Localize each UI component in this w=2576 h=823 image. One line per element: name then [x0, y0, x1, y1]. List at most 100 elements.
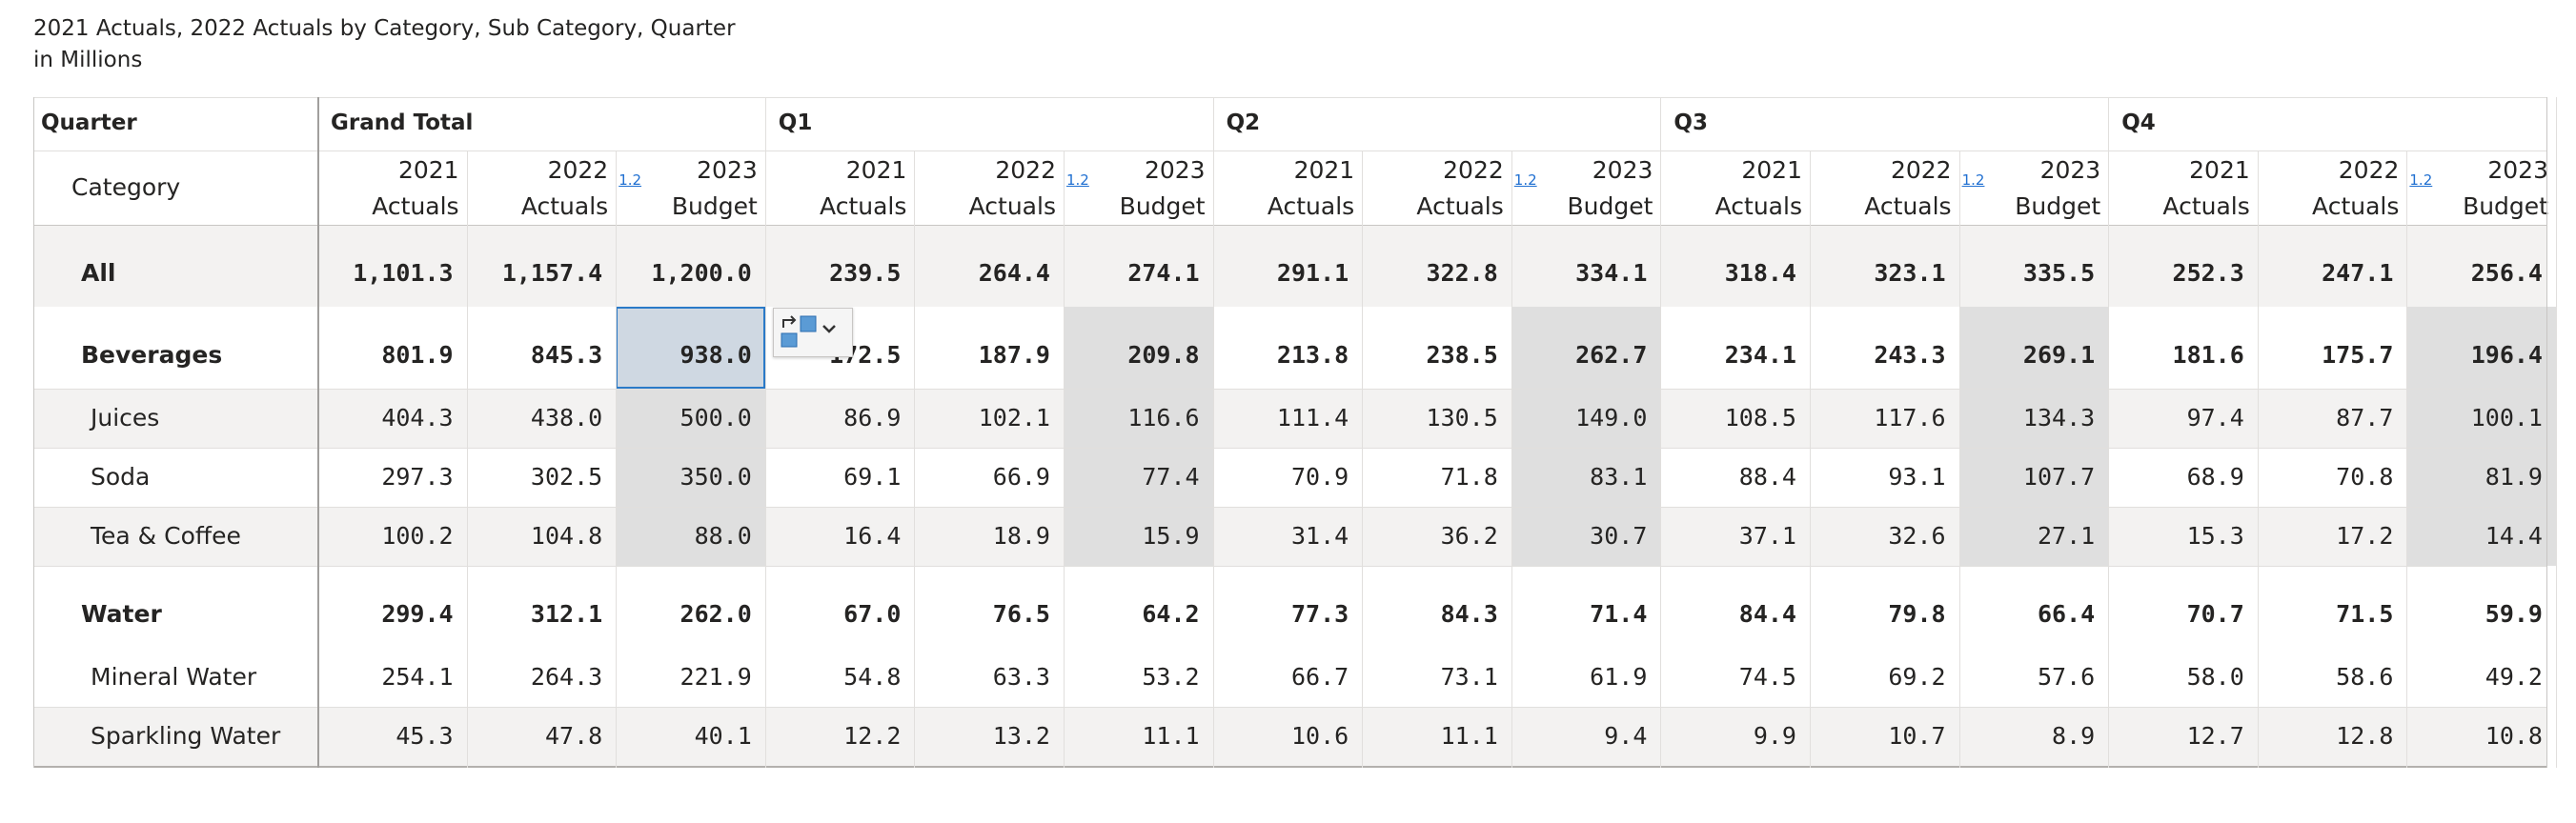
selected-cell[interactable] [616, 307, 765, 389]
table-cell: 13.2 [992, 722, 1050, 750]
measure-year: 2022 [1443, 156, 1504, 184]
table-cell: 213.8 [1276, 341, 1349, 369]
table-cell: 181.6 [2172, 341, 2244, 369]
measure-name: Budget [1119, 192, 1206, 220]
column-divider [914, 151, 916, 768]
row-divider [33, 389, 2547, 390]
table-cell: 15.3 [2186, 522, 2244, 550]
table-cell: 45.3 [396, 722, 454, 750]
table-cell: 262.7 [1575, 341, 1648, 369]
budget-column-shade [1511, 307, 1661, 566]
table-edge [2546, 97, 2547, 768]
table-cell: 18.9 [992, 522, 1050, 550]
table-cell: 57.6 [2037, 663, 2096, 691]
column-group-header: Q2 [1226, 110, 1261, 135]
ratio-toggle-link[interactable]: 1.2 [1961, 171, 1985, 189]
column-divider [1958, 151, 1960, 768]
measure-name: Actuals [1416, 192, 1504, 220]
measure-year: 2021 [1741, 156, 1802, 184]
table-cell: 17.2 [2336, 522, 2394, 550]
table-cell: 111.4 [1276, 404, 1349, 432]
table-cell: 102.1 [978, 404, 1050, 432]
table-cell: 73.1 [1440, 663, 1498, 691]
table-cell: 70.9 [1290, 463, 1349, 491]
table-cell: 500.0 [679, 404, 752, 432]
measure-year: 2023 [1592, 156, 1653, 184]
ratio-toggle-link[interactable]: 1.2 [1513, 171, 1537, 189]
measure-year: 2021 [1293, 156, 1355, 184]
measure-name: Actuals [1267, 192, 1355, 220]
table-cell: 11.1 [1142, 722, 1200, 750]
table-cell: 49.2 [2485, 663, 2543, 691]
table-cell: 40.1 [694, 722, 752, 750]
cell-action-popup[interactable] [772, 308, 853, 357]
table-edge [33, 97, 34, 768]
table-cell: 97.4 [2186, 404, 2244, 432]
table-cell: 71.4 [1590, 600, 1648, 628]
measure-header: 2023 Budget [616, 152, 765, 225]
measure-name: Actuals [820, 192, 907, 220]
row-label: Water [81, 600, 162, 628]
row-divider [33, 448, 2547, 449]
table-cell: 117.6 [1874, 404, 1946, 432]
table-cell: 16.4 [843, 522, 902, 550]
table-cell: 77.3 [1290, 600, 1349, 628]
table-cell: 10.8 [2485, 722, 2543, 750]
table-cell: 12.8 [2336, 722, 2394, 750]
row-label: All [81, 259, 116, 287]
table-cell: 10.6 [1290, 722, 1349, 750]
column-divider [1511, 151, 1512, 768]
table-cell: 107.7 [2022, 463, 2096, 491]
table-cell: 938.0 [679, 341, 752, 369]
measure-header: 2021 Actuals [765, 152, 915, 225]
table-cell: 66.4 [2037, 600, 2096, 628]
ratio-toggle-link[interactable]: 1.2 [1066, 171, 1089, 189]
table-cell: 149.0 [1575, 404, 1648, 432]
budget-column-shade [1064, 307, 1213, 566]
table-cell: 404.3 [381, 404, 454, 432]
table-cell: 79.8 [1888, 600, 1946, 628]
table-cell: 108.5 [1724, 404, 1796, 432]
ratio-toggle-link[interactable]: 1.2 [619, 171, 642, 189]
table-cell: 269.1 [2022, 341, 2096, 369]
table-cell: 83.1 [1590, 463, 1648, 491]
table-cell: 175.7 [2322, 341, 2394, 369]
table-cell: 59.9 [2485, 600, 2543, 628]
measure-header: 2023 Budget [1959, 152, 2109, 225]
row-divider [33, 97, 2547, 98]
measure-year: 2022 [2338, 156, 2400, 184]
measure-header: 2022 Actuals [1810, 152, 1959, 225]
table-cell: 84.3 [1440, 600, 1498, 628]
column-divider [1362, 151, 1364, 768]
measure-name: Budget [2463, 192, 2548, 220]
measure-name: Actuals [968, 192, 1056, 220]
ratio-toggle-link[interactable]: 1.2 [2409, 171, 2433, 189]
table-cell: 27.1 [2037, 522, 2096, 550]
measure-year: 2023 [697, 156, 758, 184]
measure-name: Actuals [1864, 192, 1952, 220]
table-cell: 134.3 [2022, 404, 2096, 432]
swap-cells-icon[interactable] [774, 309, 852, 356]
measure-year: 2022 [1890, 156, 1952, 184]
measure-year: 2022 [547, 156, 609, 184]
table-cell: 262.0 [679, 600, 752, 628]
column-divider [2257, 151, 2259, 768]
measure-header: 2022 Actuals [1362, 152, 1511, 225]
table-cell: 264.4 [978, 259, 1050, 287]
table-cell: 247.1 [2322, 259, 2394, 287]
table-cell: 9.4 [1604, 722, 1648, 750]
measure-name: Actuals [2312, 192, 2400, 220]
row-divider [33, 707, 2547, 708]
table-cell: 252.3 [2172, 259, 2244, 287]
measure-header: 2021 Actuals [1213, 152, 1363, 225]
table-cell: 318.4 [1724, 259, 1796, 287]
table-cell: 323.1 [1874, 259, 1946, 287]
table-cell: 31.4 [1290, 522, 1349, 550]
table-cell: 71.8 [1440, 463, 1498, 491]
table-cell: 221.9 [679, 663, 752, 691]
table-cell: 87.7 [2336, 404, 2394, 432]
table-cell: 93.1 [1888, 463, 1946, 491]
table-cell: 32.6 [1888, 522, 1946, 550]
column-group-header: Grand Total [331, 110, 474, 135]
table-cell: 334.1 [1575, 259, 1648, 287]
